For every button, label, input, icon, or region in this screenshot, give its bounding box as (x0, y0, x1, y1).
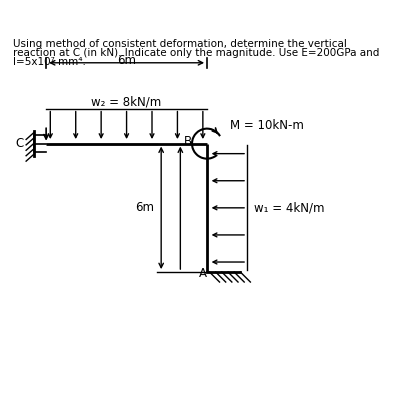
Text: w₁ = 4kN/m: w₁ = 4kN/m (253, 201, 324, 215)
Text: w₂ = 8kN/m: w₂ = 8kN/m (91, 95, 161, 108)
Text: Using method of consistent deformation, determine the vertical: Using method of consistent deformation, … (13, 39, 346, 48)
Text: 6m: 6m (135, 201, 154, 215)
Text: C: C (15, 137, 23, 150)
Text: 6m: 6m (117, 55, 136, 67)
Text: reaction at C (in kN). Indicate only the magnitude. Use E=200GPa and: reaction at C (in kN). Indicate only the… (13, 48, 378, 58)
Text: I=5x10⁷ mm⁴.: I=5x10⁷ mm⁴. (13, 57, 85, 67)
Text: M = 10kN-m: M = 10kN-m (230, 119, 303, 132)
Text: B: B (183, 135, 192, 148)
Text: A: A (198, 267, 206, 280)
